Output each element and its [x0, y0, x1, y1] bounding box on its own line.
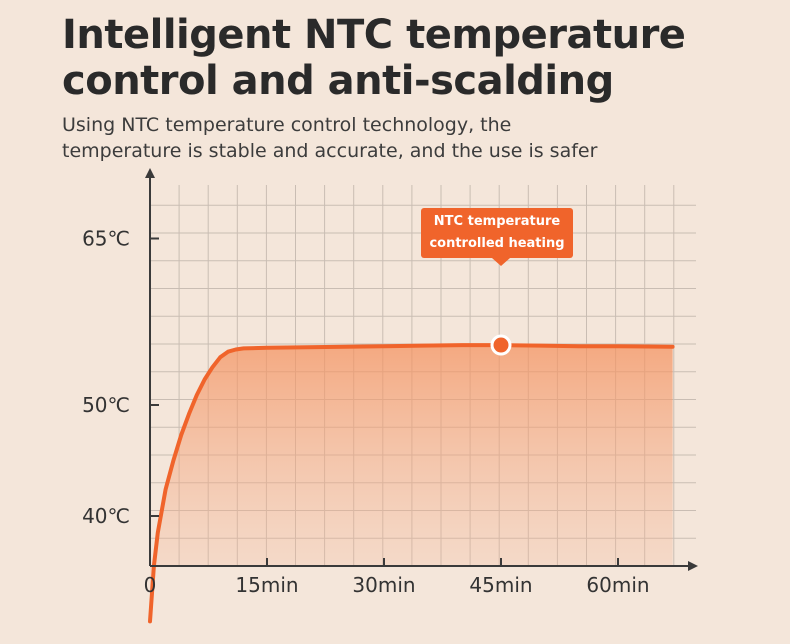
x-tick-label: 15min [235, 573, 298, 597]
subtitle-line-1: Using NTC temperature control technology… [62, 114, 512, 136]
y-tick-label: 50℃ [82, 393, 130, 417]
subtitle: Using NTC temperature control technology… [62, 112, 762, 164]
x-tick-label: 60min [586, 573, 649, 597]
annotation-line-1: NTC temperature [433, 214, 561, 229]
temperature-area [150, 345, 673, 622]
subtitle-line-2: temperature is stable and accurate, and … [62, 140, 598, 162]
annotation-callout-tip [492, 258, 510, 266]
annotation-callout: NTC temperature controlled heating [421, 208, 573, 258]
x-axis-arrow [688, 561, 698, 571]
y-axis-arrow [145, 168, 155, 178]
axes [145, 168, 698, 571]
y-tick-label: 65℃ [82, 227, 130, 251]
annotation-marker [490, 334, 512, 356]
annotation-line-2: controlled heating [429, 236, 565, 251]
title-line-2: control and anti-scalding [62, 58, 614, 104]
x-tick-label: 0 [144, 573, 157, 597]
page-title: Intelligent NTC temperature control and … [62, 12, 762, 104]
tick-labels: 40℃ 50℃ 65℃ 0 15min 30min 45min 60min [82, 227, 650, 598]
x-tick-label: 45min [469, 573, 532, 597]
title-line-1: Intelligent NTC temperature [62, 12, 686, 58]
temperature-chart: 40℃ 50℃ 65℃ 0 15min 30min 45min 60min [82, 168, 698, 624]
y-tick-label: 40℃ [82, 504, 130, 528]
x-tick-label: 30min [352, 573, 415, 597]
